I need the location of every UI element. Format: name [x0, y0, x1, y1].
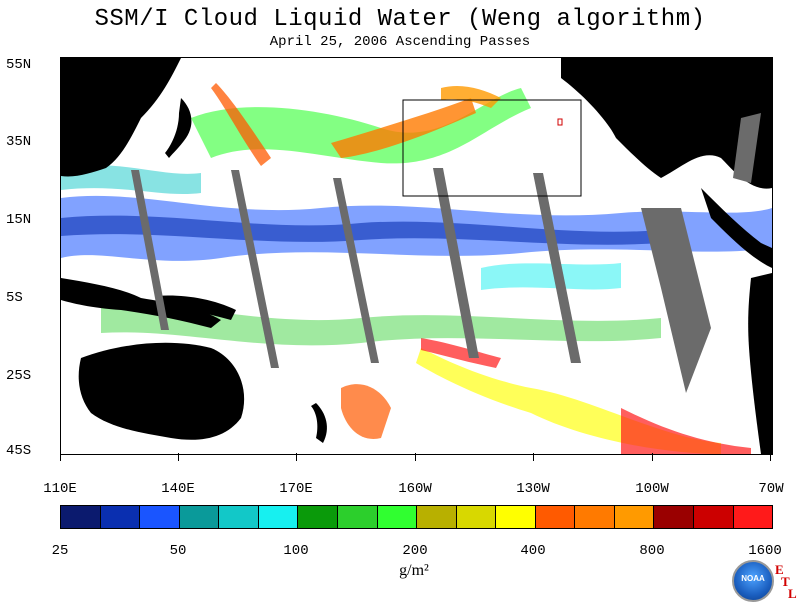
colorbar-swatch-16	[654, 506, 694, 528]
colorbar-unit: g/m²	[399, 562, 429, 579]
etl-letter-t: T	[781, 574, 790, 589]
missing-swaths	[131, 113, 761, 393]
lat-label-15n: 15N	[6, 212, 32, 228]
land-north-america	[561, 58, 772, 189]
tick-lon-4	[415, 453, 416, 461]
land-new-zealand	[311, 403, 327, 443]
lat-label-25s: 25S	[6, 368, 32, 384]
lon-label-160w: 160W	[398, 481, 432, 497]
map-svg	[61, 58, 772, 454]
colorbar-label-400: 400	[520, 543, 546, 559]
colorbar-swatch-13	[535, 506, 576, 528]
swath-gap-5	[533, 173, 581, 363]
tick-lon-3	[296, 453, 297, 461]
swath-gap-3	[333, 178, 379, 363]
colorbar-swatch-18	[733, 506, 773, 528]
chart-title: SSM/I Cloud Liquid Water (Weng algorithm…	[94, 6, 706, 33]
noaa-logo-text: NOAA	[741, 574, 765, 583]
colorbar-swatch-2	[100, 506, 141, 528]
colorbar-label-800: 800	[639, 543, 665, 559]
map-panel	[60, 57, 773, 455]
red-marker	[557, 118, 563, 126]
lat-label-45s: 45S	[6, 443, 32, 459]
land-south-america	[748, 273, 772, 454]
colorbar-label-200: 200	[402, 543, 428, 559]
tick-lon-7	[770, 453, 771, 461]
swath-gap-6	[641, 208, 711, 393]
land-maritime-continent	[61, 278, 221, 328]
colorbar-swatch-14	[575, 506, 615, 528]
tick-lon-1	[60, 453, 61, 461]
land-australia	[78, 342, 245, 440]
lon-label-140e: 140E	[161, 481, 195, 497]
land-new-guinea	[156, 295, 236, 320]
land-central-america	[701, 188, 772, 268]
colorbar-swatch-6	[258, 506, 299, 528]
colorbar-swatch-7	[298, 506, 338, 528]
swath-gap-7	[733, 113, 761, 183]
highlight-box	[402, 99, 582, 197]
colorbar-swatch-12	[496, 506, 536, 528]
lon-label-100w: 100W	[635, 481, 669, 497]
colorbar	[60, 505, 773, 529]
land-asia	[61, 58, 181, 177]
colorbar-swatch-9	[377, 506, 418, 528]
lon-label-70w: 70W	[758, 481, 784, 497]
swath-gap-1	[131, 170, 169, 330]
lat-label-5s: 5S	[6, 290, 23, 306]
swath-gap-2	[231, 170, 279, 368]
colorbar-swatch-4	[179, 506, 220, 528]
colorbar-swatch-10	[417, 506, 457, 528]
land-masses	[61, 58, 772, 454]
etl-letter-e: E	[775, 562, 784, 577]
colorbar-swatch-17	[694, 506, 734, 528]
tick-lon-2	[178, 453, 179, 461]
lat-label-35n: 35N	[6, 134, 32, 150]
lon-label-170e: 170E	[279, 481, 313, 497]
swath-gap-4	[433, 168, 479, 358]
land-japan	[165, 98, 192, 158]
etl-letter-l: L	[788, 586, 797, 601]
lat-label-55n: 55N	[6, 57, 32, 73]
colorbar-swatch-1	[61, 506, 101, 528]
colorbar-label-50: 50	[169, 543, 187, 559]
chart-subtitle: April 25, 2006 Ascending Passes	[269, 34, 531, 50]
colorbar-swatch-5	[219, 506, 259, 528]
tick-lon-5	[533, 453, 534, 461]
tick-lon-6	[652, 453, 653, 461]
lon-label-110e: 110E	[43, 481, 77, 497]
colorbar-label-1600: 1600	[748, 543, 782, 559]
colorbar-label-100: 100	[283, 543, 309, 559]
colorbar-swatch-3	[140, 506, 180, 528]
colorbar-swatch-8	[337, 506, 378, 528]
noaa-logo: NOAA	[732, 560, 774, 602]
colorbar-swatch-11	[456, 506, 497, 528]
lon-label-130w: 130W	[516, 481, 550, 497]
colorbar-swatch-15	[614, 506, 655, 528]
colorbar-label-25: 25	[51, 543, 69, 559]
